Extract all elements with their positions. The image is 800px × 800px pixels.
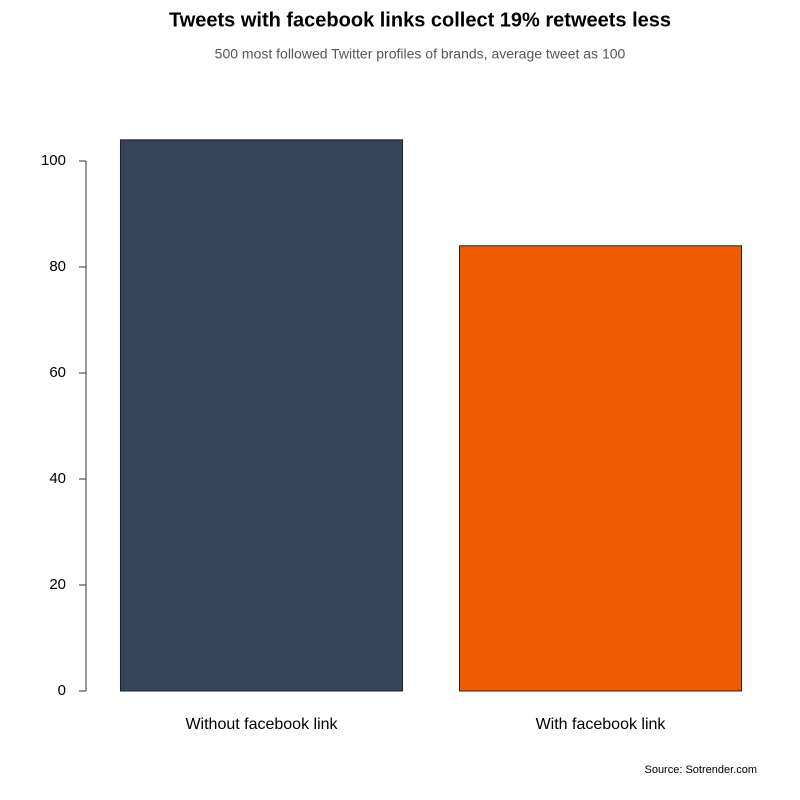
chart-title: Tweets with facebook links collect 19% r… xyxy=(169,9,671,31)
y-tick-label: 0 xyxy=(58,682,66,699)
x-tick-label: Without facebook link xyxy=(185,716,338,733)
x-tick-label: With facebook link xyxy=(536,716,667,733)
bar xyxy=(458,245,743,692)
y-tick-label: 80 xyxy=(49,258,66,275)
y-tick-label: 20 xyxy=(49,576,66,593)
source-note: Source: Sotrender.com xyxy=(644,764,757,776)
y-tick-label: 100 xyxy=(41,152,66,169)
chart-subtitle: 500 most followed Twitter profiles of br… xyxy=(215,46,626,62)
y-tick-label: 40 xyxy=(49,470,66,487)
y-tick-label: 60 xyxy=(49,364,66,381)
bar xyxy=(119,139,404,692)
